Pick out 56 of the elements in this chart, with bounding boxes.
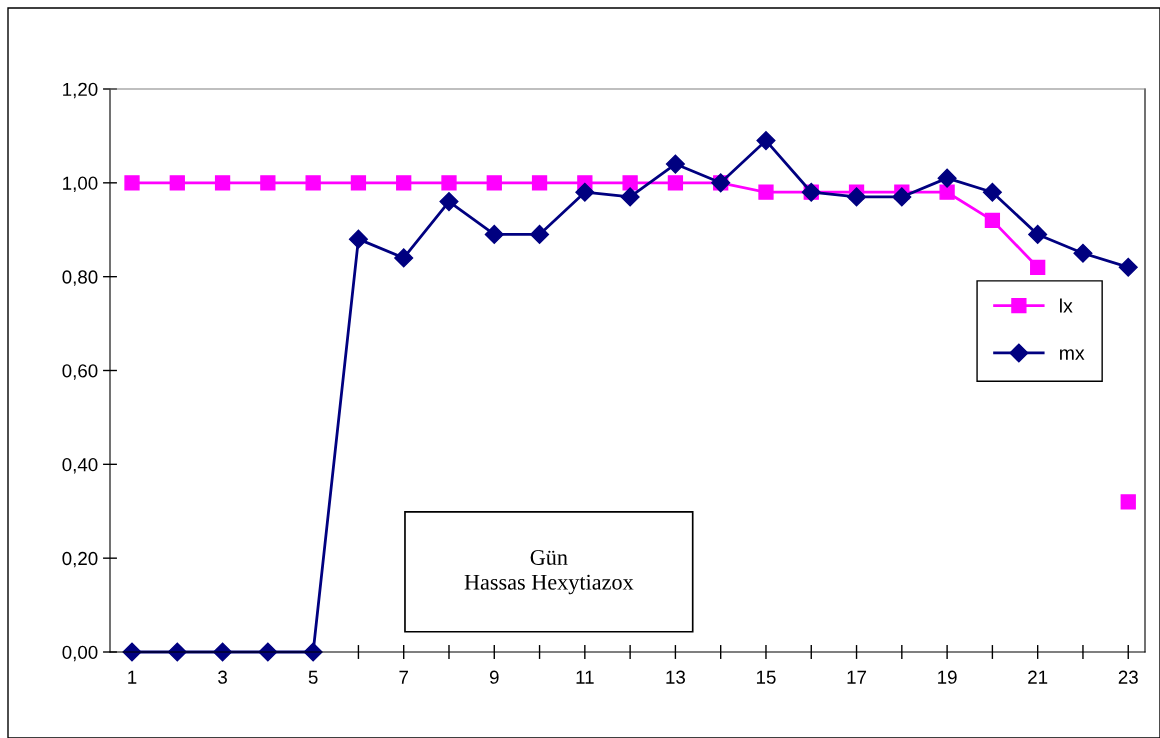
x-tick-label: 13 bbox=[666, 670, 686, 684]
point bbox=[937, 168, 957, 188]
x-tick-label: 19 bbox=[938, 670, 957, 684]
x-tick-label: 11 bbox=[576, 670, 594, 684]
y-tick-label: 1,00 bbox=[63, 176, 98, 193]
point bbox=[348, 229, 368, 249]
point bbox=[394, 248, 414, 268]
point bbox=[484, 224, 504, 244]
legend-label: lx bbox=[1060, 298, 1073, 313]
y-tick-label: 0,00 bbox=[62, 645, 98, 662]
point bbox=[667, 175, 684, 191]
x-tick-label: 3 bbox=[218, 670, 227, 684]
point bbox=[214, 175, 231, 191]
x-tick-label: 15 bbox=[756, 670, 776, 684]
point bbox=[169, 175, 185, 191]
x-tick-label: 21 bbox=[1028, 670, 1048, 684]
point bbox=[1118, 257, 1138, 277]
legend-label: mx bbox=[1060, 349, 1085, 360]
x-tick-label: 17 bbox=[847, 670, 867, 684]
point bbox=[1028, 224, 1048, 244]
point bbox=[984, 212, 1001, 229]
point bbox=[622, 175, 638, 191]
x-tick-label: 9 bbox=[489, 670, 499, 684]
point bbox=[531, 175, 548, 191]
point bbox=[575, 182, 595, 202]
annotation: Gün bbox=[530, 549, 568, 565]
point bbox=[892, 187, 912, 207]
point bbox=[939, 184, 955, 200]
point bbox=[260, 175, 276, 191]
x-tick-label: 5 bbox=[308, 670, 318, 684]
point bbox=[1073, 243, 1093, 263]
point bbox=[305, 175, 321, 191]
point bbox=[620, 187, 640, 207]
point bbox=[665, 154, 685, 174]
point bbox=[439, 192, 459, 212]
point bbox=[486, 175, 502, 191]
point bbox=[396, 175, 412, 191]
y-tick-label: 1,20 bbox=[63, 82, 98, 99]
y-tick-label: 0,20 bbox=[62, 551, 98, 568]
point bbox=[1120, 494, 1136, 510]
point bbox=[1030, 259, 1046, 275]
point bbox=[756, 131, 776, 151]
point bbox=[124, 175, 140, 191]
point bbox=[441, 175, 457, 191]
annotation: Hassas Hexytiazox bbox=[464, 574, 634, 595]
point bbox=[982, 182, 1002, 202]
x-tick-label: 23 bbox=[1118, 670, 1138, 684]
x-tick-label: 1 bbox=[128, 670, 137, 684]
point bbox=[530, 224, 550, 244]
point bbox=[350, 175, 367, 191]
point bbox=[847, 187, 867, 207]
y-tick-label: 0,80 bbox=[62, 270, 98, 286]
point bbox=[758, 184, 774, 200]
x-tick-label: 7 bbox=[399, 670, 408, 684]
y-tick-label: 0,40 bbox=[62, 458, 98, 474]
y-tick-label: 0,60 bbox=[62, 364, 98, 380]
